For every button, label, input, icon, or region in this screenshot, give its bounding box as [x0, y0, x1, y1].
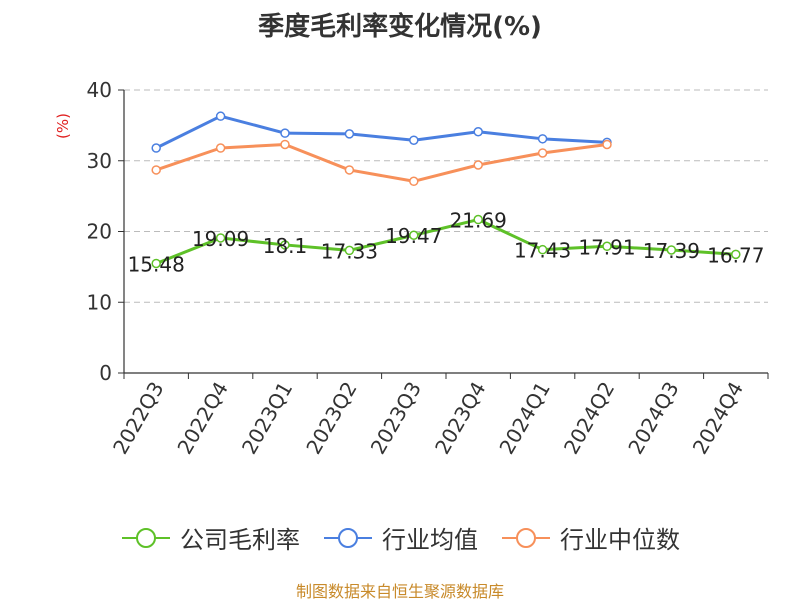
legend: 公司毛利率 行业均值 行业中位数 — [0, 520, 800, 555]
data-point — [409, 230, 419, 240]
x-tick-label: 2023Q2 — [301, 378, 361, 459]
data-point — [280, 240, 290, 250]
data-point — [537, 134, 548, 144]
data-point — [215, 143, 226, 153]
x-tick-label: 2023Q1 — [237, 378, 297, 459]
y-tick-label: 30 — [87, 149, 112, 173]
data-point — [151, 143, 161, 153]
y-tick-label: 40 — [87, 78, 112, 102]
y-tick-label: 10 — [87, 290, 112, 314]
x-tick-label: 2022Q3 — [108, 378, 168, 459]
data-point — [602, 139, 612, 150]
data-point — [473, 126, 483, 137]
x-tick-label: 2024Q2 — [559, 378, 619, 459]
data-label: 17.91 — [578, 235, 635, 259]
legend-line-icon — [324, 527, 372, 548]
data-point — [409, 176, 419, 187]
chart-title: 季度毛利率变化情况(%) — [258, 12, 542, 42]
data-point — [215, 233, 226, 243]
data-label: 18.1 — [263, 234, 308, 258]
data-label: 15.48 — [128, 252, 185, 276]
series-line — [155, 142, 608, 183]
data-point — [473, 214, 483, 225]
legend-label: 公司毛利率 — [180, 526, 300, 554]
data-point — [602, 241, 612, 252]
label-layer: 15.48 19.09 18.1 17.33 19.47 21.69 17.43 17.91 1… — [128, 209, 765, 277]
data-label: 17.39 — [643, 239, 700, 263]
y-tick-label: 0 — [99, 361, 112, 385]
data-point — [344, 165, 355, 175]
data-point — [151, 258, 161, 269]
x-tick-label: 2023Q4 — [430, 378, 490, 459]
y-axis-label: (%) — [54, 113, 72, 139]
data-point — [731, 249, 741, 260]
series-line — [155, 218, 736, 265]
y-tick-label: 20 — [87, 220, 112, 244]
x-tick-label: 2023Q3 — [366, 378, 426, 459]
data-label: 19.09 — [192, 227, 249, 251]
x-tick-label: 2022Q4 — [172, 378, 232, 459]
series-layer — [151, 111, 741, 269]
data-label: 19.47 — [385, 224, 442, 248]
data-label: 16.77 — [707, 243, 764, 267]
legend-line-icon — [122, 527, 170, 548]
legend-item-industry-median[interactable]: 行业中位数 — [500, 520, 680, 555]
x-tick-label: 2024Q3 — [623, 378, 683, 459]
legend-line-icon — [502, 527, 550, 548]
legend-item-company[interactable]: 公司毛利率 — [120, 520, 300, 555]
source-note: 制图数据来自恒生聚源数据库 — [295, 582, 504, 601]
x-tick-label: 2024Q1 — [494, 378, 554, 459]
data-point — [280, 128, 290, 138]
data-label: 21.69 — [450, 209, 507, 233]
data-point — [151, 165, 161, 175]
data-label: 17.33 — [321, 239, 378, 263]
x-tick-label: 2024Q4 — [688, 378, 748, 459]
data-point — [409, 135, 419, 145]
data-point — [344, 129, 355, 139]
data-point — [473, 160, 483, 170]
legend-label: 行业中位数 — [560, 526, 680, 554]
data-label: 17.43 — [514, 239, 571, 263]
series-line — [155, 114, 608, 150]
legend-label: 行业均值 — [382, 526, 478, 554]
data-point — [344, 245, 355, 256]
data-point — [215, 111, 226, 121]
data-point — [666, 245, 677, 255]
data-point — [537, 148, 548, 158]
grid-layer — [124, 89, 768, 303]
data-point — [537, 244, 548, 255]
legend-item-industry-mean[interactable]: 行业均值 — [322, 520, 478, 555]
data-point — [280, 139, 290, 150]
